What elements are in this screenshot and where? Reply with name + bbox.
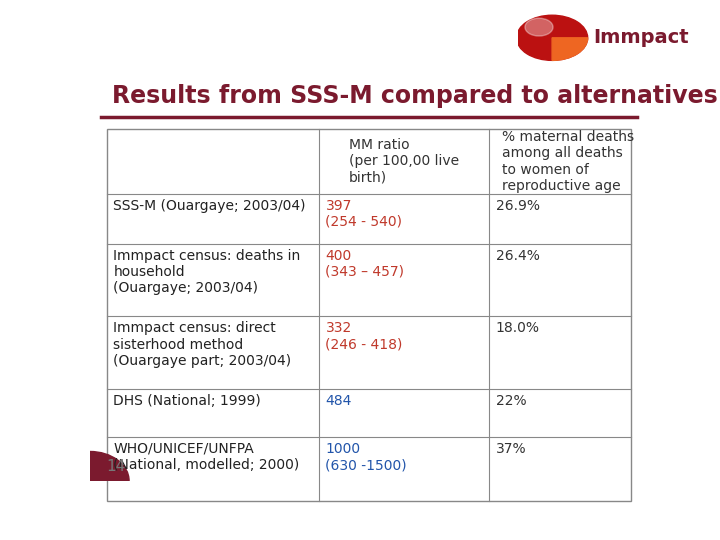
Circle shape — [525, 18, 553, 36]
Text: 26.4%: 26.4% — [495, 248, 539, 262]
Text: 1000
(630 -1500): 1000 (630 -1500) — [325, 442, 407, 472]
Text: MM ratio
(per 100,00 live
birth): MM ratio (per 100,00 live birth) — [348, 138, 459, 185]
Text: 332
(246 - 418): 332 (246 - 418) — [325, 321, 403, 352]
Circle shape — [51, 451, 129, 510]
Text: DHS (National; 1999): DHS (National; 1999) — [114, 394, 261, 408]
Text: Immpact census: deaths in
household
(Ouargaye; 2003/04): Immpact census: deaths in household (Oua… — [114, 248, 301, 295]
Text: 22%: 22% — [495, 394, 526, 408]
Text: WHO/UNICEF/UNFPA
(National, modelled; 2000): WHO/UNICEF/UNFPA (National, modelled; 20… — [114, 442, 300, 472]
Text: 18.0%: 18.0% — [495, 321, 540, 335]
Text: 397
(254 - 540): 397 (254 - 540) — [325, 199, 402, 229]
Circle shape — [516, 15, 588, 60]
Text: % maternal deaths
among all deaths
to women of
reproductive age: % maternal deaths among all deaths to wo… — [503, 130, 634, 193]
Text: Results from SSS-M compared to alternatives: Results from SSS-M compared to alternati… — [112, 84, 718, 107]
Text: SSS-M (Ouargaye; 2003/04): SSS-M (Ouargaye; 2003/04) — [114, 199, 306, 213]
Text: Immpact: Immpact — [593, 28, 689, 48]
Bar — [107, 129, 631, 501]
Text: 26.9%: 26.9% — [495, 199, 540, 213]
Text: 37%: 37% — [495, 442, 526, 456]
Text: Immpact census: direct
sisterhood method
(Ouargaye part; 2003/04): Immpact census: direct sisterhood method… — [114, 321, 292, 368]
Text: 14: 14 — [107, 460, 126, 474]
Text: 400
(343 – 457): 400 (343 – 457) — [325, 248, 405, 279]
Wedge shape — [552, 38, 588, 60]
Text: 484: 484 — [325, 394, 352, 408]
